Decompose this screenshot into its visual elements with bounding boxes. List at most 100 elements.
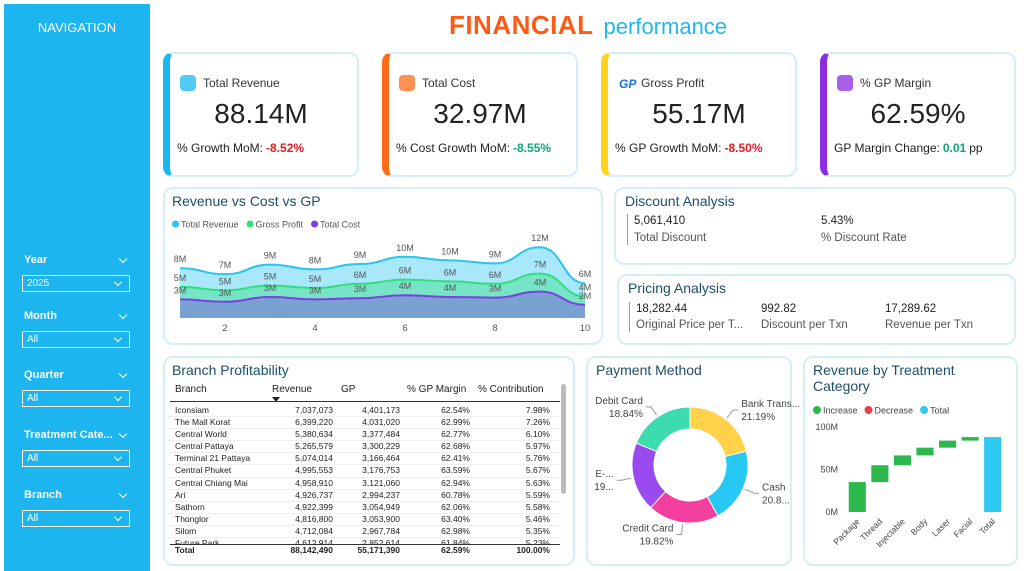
total-cell: 88,142,490 [290, 544, 333, 555]
cell: 3,166,464 [362, 453, 400, 464]
chevron [118, 254, 128, 264]
title-bold: FINANCIAL [448, 10, 594, 40]
cell: 62.98% [441, 525, 470, 536]
filter-label: Year [24, 254, 48, 267]
kpi-title: Gross Profit [641, 75, 705, 90]
cell: 6.10% [525, 429, 550, 440]
chevron [113, 333, 123, 343]
row-rule [168, 416, 560, 417]
filter-value: 2025 [27, 278, 50, 289]
cell: Central Phuket [175, 465, 232, 476]
page-title: FINANCIAL performance [449, 10, 727, 41]
cell: Sathorn [175, 501, 205, 512]
total-cell: Total [175, 544, 195, 555]
kpi-card [601, 52, 797, 177]
cell: 63.40% [441, 513, 470, 524]
change-label: % GP Growth MoM: [615, 141, 722, 155]
cell: 5.76% [525, 453, 550, 464]
filter-dropdown[interactable]: All [22, 331, 130, 348]
revenue-chart-card [163, 187, 603, 345]
kpi-title: Total Cost [422, 75, 476, 90]
cell: 3,054,949 [362, 501, 400, 512]
row-rule [168, 512, 560, 514]
cell: 6,399,220 [295, 417, 333, 427]
cell: 4,922,399 [295, 501, 333, 512]
change-value: -8.50% [724, 141, 763, 155]
navigation-panel: NAVIGATION Year 2025 Month All Quarter All Trea… [4, 4, 150, 571]
kpi-card [382, 52, 578, 177]
cell: Terminal 21 Pattaya [175, 453, 251, 464]
kpi-value: 32.97M [433, 98, 527, 130]
pricing-title: Pricing Analysis [628, 279, 727, 296]
cell: 4,926,737 [295, 489, 333, 500]
cell: 5.67% [525, 465, 550, 476]
metric-value: 18,282.44 [636, 303, 688, 316]
cell: 4,995,553 [295, 465, 333, 476]
filter-value: All [27, 334, 39, 345]
cell: 5.35% [525, 525, 550, 536]
table-title: Branch Profitability [172, 361, 289, 378]
cell: 5.63% [525, 477, 550, 488]
kpi-icon [399, 75, 415, 91]
chevron [118, 489, 128, 499]
cell: 5.58% [525, 501, 550, 512]
row-rule [168, 464, 560, 466]
row-rule [168, 452, 560, 454]
metric-label: Revenue per Txn [885, 319, 974, 332]
cell: 5,265,579 [295, 441, 333, 452]
filter-dropdown[interactable]: All [22, 450, 130, 467]
scrollbar [561, 384, 566, 494]
kpi-card [163, 52, 359, 177]
metric-value: 5,061,410 [634, 215, 686, 228]
metric-value: 5.43% [821, 215, 854, 228]
cell: 61.84% [441, 538, 470, 545]
cell: 5.46% [525, 513, 550, 524]
cell: 4,712,084 [295, 525, 333, 536]
row-rule [168, 488, 560, 490]
row-rule [168, 440, 560, 442]
cell: 60.78% [441, 489, 470, 500]
payment-card [586, 356, 792, 566]
chevron [113, 452, 123, 462]
cell: 3,053,900 [362, 513, 400, 524]
kpi-change: % Growth MoM: -8.52% [177, 141, 304, 155]
discount-title: Discount Analysis [625, 192, 735, 209]
row-rule [168, 524, 560, 526]
cell: 3,300,229 [362, 441, 400, 452]
filter-label: Quarter [24, 369, 64, 382]
cell: 62.06% [441, 501, 470, 512]
chart-title: Payment Method [596, 361, 702, 378]
filter-label: Treatment Cate... [24, 429, 113, 442]
change-value: -8.52% [266, 141, 305, 155]
cell: 62.94% [441, 477, 470, 488]
cell: 3,176,753 [362, 465, 400, 476]
column-header: GP [341, 384, 356, 395]
cell: Future Park [175, 538, 220, 545]
cell: 4,612,914 [295, 538, 333, 545]
row-rule [168, 428, 560, 430]
change-value: -8.55% [513, 141, 552, 155]
metric-value: 17,289.62 [885, 303, 937, 316]
kpi-change: % GP Growth MoM: -8.50% [615, 141, 763, 155]
cell: Ari [175, 489, 186, 500]
filter-dropdown[interactable]: All [22, 390, 130, 407]
chevron [118, 369, 128, 379]
change-value: 0.01 [942, 141, 967, 155]
chart-title: Revenue by Treatment Category [813, 362, 955, 394]
chart-title: Revenue vs Cost vs GP [172, 192, 321, 209]
cell: 5,380,634 [295, 429, 333, 440]
filter-dropdown[interactable]: All [22, 510, 130, 527]
cell: Thonglor [175, 513, 209, 524]
cell: 4,816,800 [295, 513, 333, 524]
total-cell: 55,171,390 [357, 544, 400, 555]
row-rule [168, 537, 560, 538]
filter-dropdown[interactable]: 2025 [22, 275, 130, 292]
metric-label: Discount per Txn [761, 319, 848, 332]
filter-value: All [27, 513, 39, 524]
chevron [118, 310, 128, 320]
kpi-icon: GP [619, 76, 637, 91]
pricing-card [617, 274, 1016, 345]
change-label: % Growth MoM: [177, 141, 264, 155]
cell: 5.59% [525, 489, 550, 500]
chevron [113, 392, 123, 402]
